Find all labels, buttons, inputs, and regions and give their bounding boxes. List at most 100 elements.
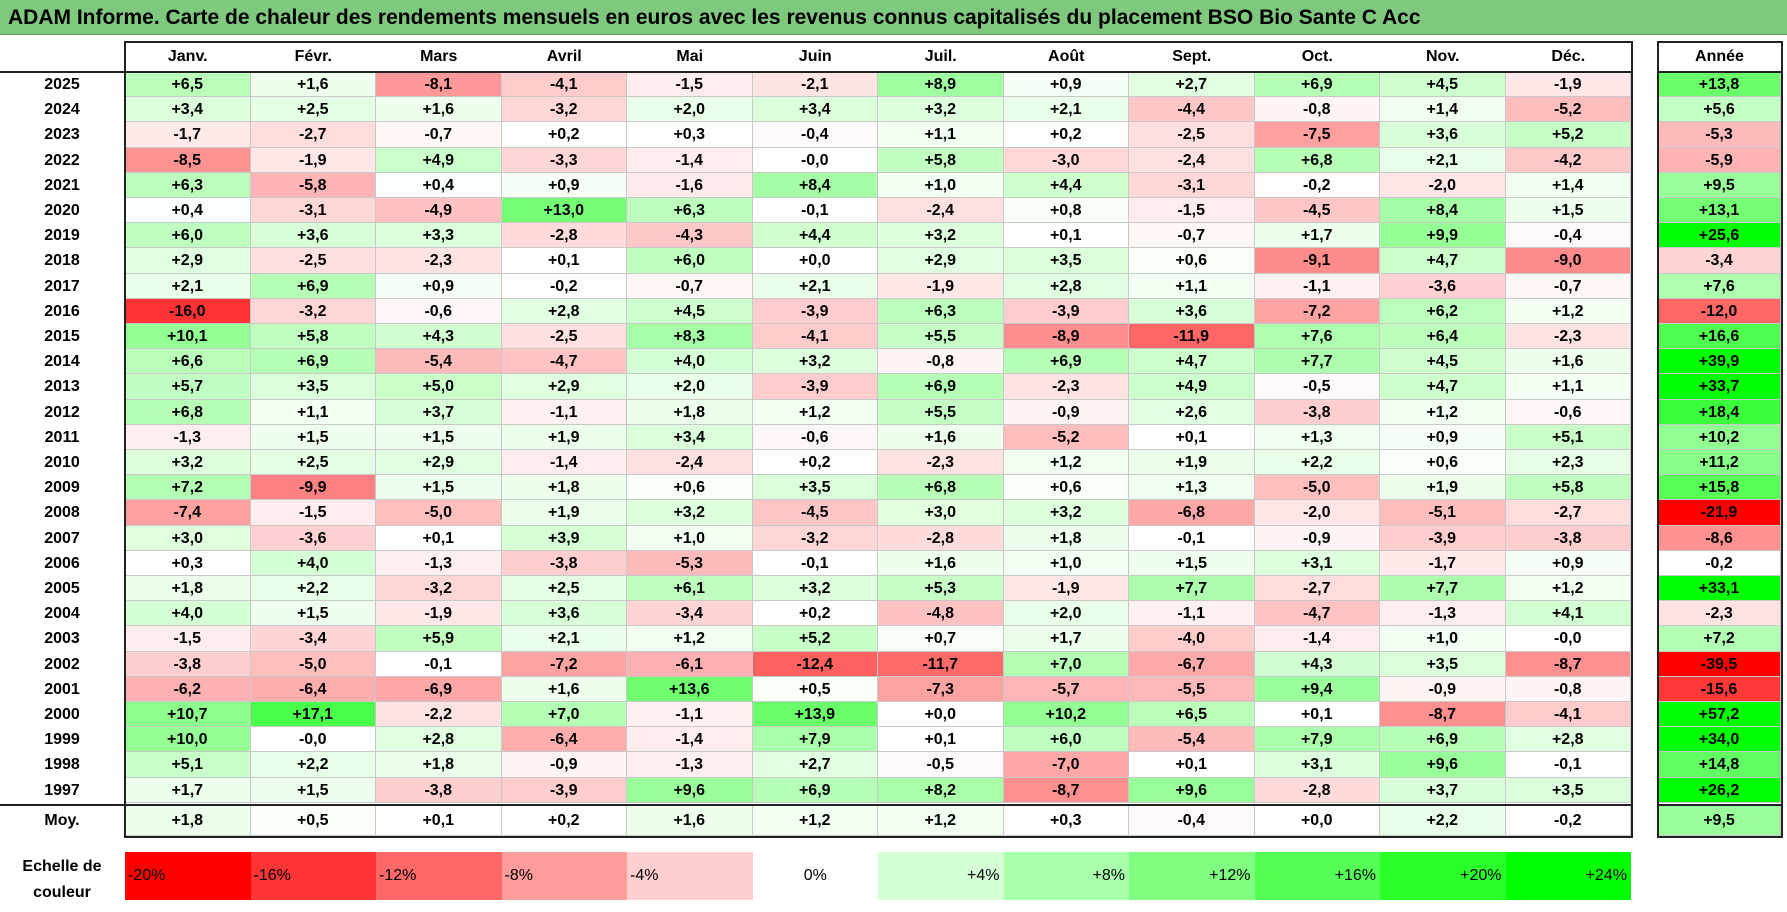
heatmap-cell: +1,7 (1254, 223, 1380, 249)
heatmap-cell: -1,4 (627, 147, 753, 173)
row-year-label: 2004 (44, 605, 80, 623)
heatmap-cell: +4,4 (1003, 172, 1129, 198)
heatmap-cell: -3,9 (1380, 525, 1506, 551)
heatmap-cell: +2,2 (250, 576, 376, 602)
heatmap-cell: -3,6 (250, 525, 376, 551)
heatmap-cell: +1,3 (1254, 424, 1380, 450)
heatmap-cell: +7,7 (1380, 576, 1506, 602)
annual-cell: +13,8 (1658, 72, 1781, 98)
heatmap-cell: -3,9 (752, 374, 878, 400)
heatmap-cell: +2,5 (250, 97, 376, 123)
heatmap-cell: +6,9 (1254, 72, 1380, 98)
heatmap-cell: -0,7 (627, 273, 753, 299)
average-divider-annual (1658, 803, 1781, 806)
heatmap-cell: +5,8 (878, 147, 1004, 173)
heatmap-cell: +0,1 (501, 248, 627, 274)
scale-swatch: -12% (376, 852, 502, 900)
average-divider (0, 803, 1632, 806)
heatmap-cell: +4,5 (1380, 72, 1506, 98)
heatmap-cell: -0,1 (752, 550, 878, 576)
heatmap-cell: +7,6 (1254, 324, 1380, 350)
heatmap-cell: -0,9 (1380, 676, 1506, 702)
scale-swatch: -16% (250, 852, 376, 900)
heatmap-cell: +0,5 (752, 676, 878, 702)
heatmap-cell: +6,9 (1380, 727, 1506, 753)
heatmap-cell: +1,2 (627, 626, 753, 652)
heatmap-cell: -1,5 (627, 72, 753, 98)
annual-cell: +10,2 (1658, 424, 1781, 450)
row-year-label: 2002 (44, 655, 80, 673)
heatmap-cell: -9,9 (250, 475, 376, 501)
heatmap-cell: +6,9 (250, 349, 376, 375)
heatmap-cell: +1,8 (627, 399, 753, 425)
annual-cell: +5,6 (1658, 97, 1781, 123)
heatmap-cell: -1,3 (125, 424, 251, 450)
heatmap-cell: -2,3 (376, 248, 502, 274)
heatmap-cell: -0,5 (878, 752, 1004, 778)
heatmap-cell: +0,4 (125, 198, 251, 224)
heatmap-cell: -3,2 (501, 97, 627, 123)
heatmap-cell: -3,3 (501, 147, 627, 173)
heatmap-cell: -3,8 (125, 651, 251, 677)
heatmap-cell: +3,0 (125, 525, 251, 551)
heatmap-cell: +0,6 (1129, 248, 1255, 274)
heatmap-cell: +0,4 (376, 172, 502, 198)
scale-swatch: +16% (1254, 852, 1380, 900)
heatmap-cell: +3,5 (1380, 651, 1506, 677)
heatmap-cell: +1,1 (1129, 273, 1255, 299)
heatmap-cell: -0,4 (1505, 223, 1631, 249)
row-year-label: 2001 (44, 680, 80, 698)
row-year-label: 1999 (44, 731, 80, 749)
heatmap-cell: -7,3 (878, 676, 1004, 702)
heatmap-cell: -5,0 (1254, 475, 1380, 501)
heatmap-cell: -3,1 (250, 198, 376, 224)
annual-cell: +34,0 (1658, 727, 1781, 753)
heatmap-cell: +3,5 (1505, 777, 1631, 803)
heatmap-cell: +5,1 (125, 752, 251, 778)
heatmap-cell: -5,2 (1003, 424, 1129, 450)
average-cell: +2,2 (1380, 805, 1506, 836)
heatmap-cell: +10,1 (125, 324, 251, 350)
heatmap-cell: +7,9 (752, 727, 878, 753)
heatmap-cell: -2,4 (627, 450, 753, 476)
heatmap-cell: +3,3 (376, 223, 502, 249)
heatmap-cell: -4,5 (752, 500, 878, 526)
heatmap-cell: +0,9 (1003, 72, 1129, 98)
annual-cell: -5,3 (1658, 122, 1781, 148)
row-year-label: 2025 (44, 76, 80, 93)
heatmap-cell: +6,3 (125, 172, 251, 198)
column-header: Mai (676, 48, 704, 65)
annual-cell: +11,2 (1658, 450, 1781, 476)
heatmap-cell: -2,5 (1129, 122, 1255, 148)
heatmap-cell: -2,2 (376, 702, 502, 728)
heatmap-cell: -0,9 (1003, 399, 1129, 425)
heatmap-cell: +6,3 (627, 198, 753, 224)
heatmap-cell: -1,7 (1380, 550, 1506, 576)
heatmap-cell: +1,8 (501, 475, 627, 501)
heatmap-cell: -1,9 (878, 273, 1004, 299)
heatmap-cell: +0,1 (878, 727, 1004, 753)
heatmap-cell: +1,0 (878, 172, 1004, 198)
heatmap-cell: +5,8 (1505, 475, 1631, 501)
row-year-label: 2015 (44, 328, 80, 345)
heatmap-cell: -2,5 (250, 248, 376, 274)
heatmap-cell: -5,3 (627, 550, 753, 576)
heatmap-cell: +0,2 (752, 601, 878, 627)
heatmap-cell: -1,3 (627, 752, 753, 778)
heatmap-cell: -6,1 (627, 651, 753, 677)
heatmap-cell: +4,9 (1129, 374, 1255, 400)
heatmap-cell: -3,8 (1505, 525, 1631, 551)
heatmap-cell: +1,0 (627, 525, 753, 551)
heatmap-cell: -2,7 (250, 122, 376, 148)
heatmap-cell: +5,1 (1505, 424, 1631, 450)
heatmap-cell: -1,9 (1505, 72, 1631, 98)
heatmap-cell: -1,5 (125, 626, 251, 652)
heatmap-cell: -7,4 (125, 500, 251, 526)
heatmap-cell: +2,8 (376, 727, 502, 753)
heatmap-cell: +1,6 (501, 676, 627, 702)
heatmap-cell: -1,1 (1129, 601, 1255, 627)
row-year-label: 2022 (44, 151, 80, 169)
heatmap-cell: +5,0 (376, 374, 502, 400)
heatmap-cell: -2,0 (1380, 172, 1506, 198)
heatmap-cell: +2,8 (1003, 273, 1129, 299)
